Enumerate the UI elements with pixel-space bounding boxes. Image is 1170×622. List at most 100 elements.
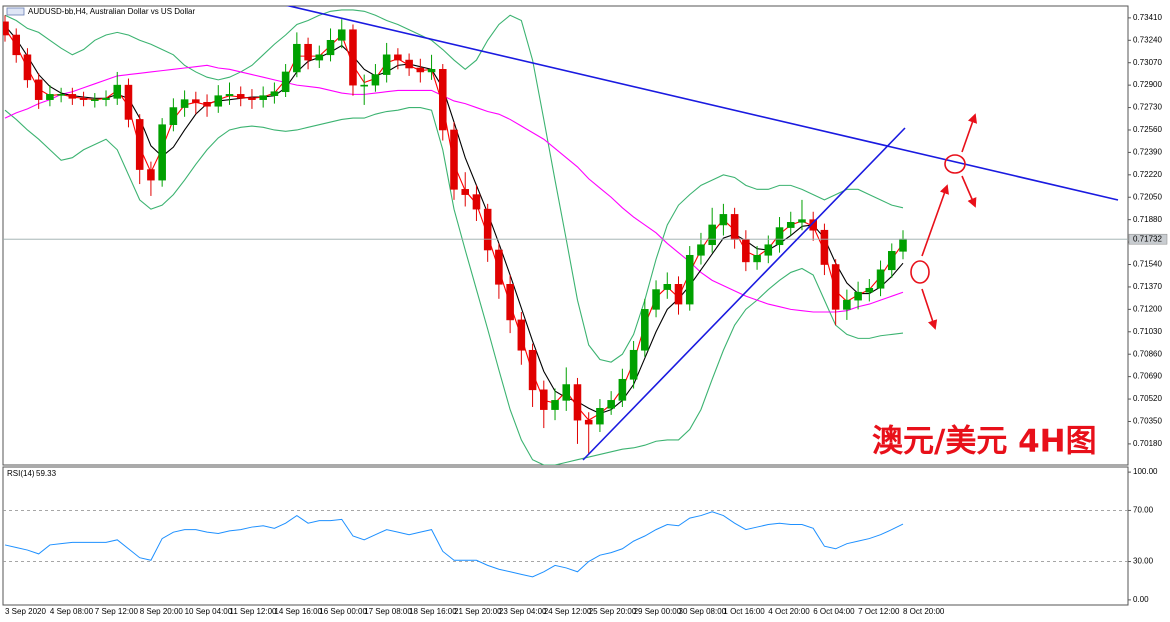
candle-body — [495, 249, 503, 285]
y-tick-label: 0.71880 — [1133, 215, 1162, 224]
x-tick-label: 8 Oct 20:00 — [903, 607, 945, 616]
rsi-title: RSI(14) — [7, 469, 35, 478]
candle-body — [203, 101, 211, 107]
series-line — [4, 107, 904, 465]
resistance-trendline — [285, 6, 1119, 201]
y-tick-label: 0.71200 — [1133, 304, 1162, 313]
x-tick-label: 11 Sep 12:00 — [230, 607, 278, 616]
candle-body — [540, 389, 548, 410]
y-tick-label: 100.00 — [1133, 467, 1158, 476]
candle-body — [461, 189, 470, 195]
candle-body — [416, 67, 425, 73]
candle-body — [730, 214, 739, 240]
x-tick-label: 30 Sep 08:00 — [679, 607, 727, 616]
y-tick-label: 0.71030 — [1133, 327, 1162, 336]
candle-body — [618, 378, 627, 401]
x-tick-label: 4 Sep 08:00 — [50, 607, 94, 616]
x-tick-label: 6 Oct 04:00 — [813, 607, 855, 616]
y-tick-label: 0.00 — [1133, 595, 1149, 604]
circle-marker — [944, 154, 966, 174]
y-tick-label: 0.73070 — [1133, 58, 1162, 67]
candle-body — [12, 34, 21, 56]
candle-body — [248, 98, 256, 100]
candle-body — [192, 99, 200, 103]
y-tick-label: 0.70860 — [1133, 349, 1162, 358]
y-tick-label: 0.70520 — [1133, 394, 1162, 403]
candle-body — [23, 54, 32, 81]
candle-body — [79, 98, 88, 100]
candle-body — [337, 29, 346, 41]
candle-body — [708, 224, 716, 246]
x-tick-label: 23 Sep 04:00 — [499, 607, 547, 616]
candle-body — [394, 54, 402, 61]
candle-body — [3, 21, 9, 36]
main-frame — [2, 5, 1129, 466]
candle-body — [573, 384, 582, 421]
candle-body — [46, 94, 54, 100]
candle-body — [91, 99, 99, 101]
candle-body — [214, 95, 223, 107]
candle-body — [180, 99, 189, 108]
candle-body — [876, 269, 885, 289]
x-tick-label: 7 Sep 12:00 — [95, 607, 139, 616]
candle-body — [753, 254, 761, 263]
candle-body — [326, 39, 335, 56]
y-tick-label: 0.72050 — [1133, 192, 1162, 201]
candle-body — [371, 74, 380, 86]
candle-body — [629, 349, 638, 380]
candle-body — [786, 222, 795, 228]
candle-body — [764, 244, 773, 256]
candle-body — [270, 91, 279, 96]
candle-body — [596, 407, 604, 425]
arrow — [961, 175, 977, 208]
candle-body — [562, 384, 571, 401]
candle-body — [34, 79, 43, 100]
x-tick-label: 17 Sep 08:00 — [364, 607, 412, 616]
x-tick-label: 29 Sep 00:00 — [634, 607, 682, 616]
candle-body — [225, 94, 234, 96]
candle-body — [641, 309, 649, 351]
candle-body — [887, 251, 896, 271]
x-tick-label: 16 Sep 00:00 — [319, 607, 367, 616]
candle-body — [865, 287, 874, 293]
candle-body — [405, 59, 413, 69]
x-tick-label: 8 Sep 20:00 — [140, 607, 184, 616]
x-tick-label: 24 Sep 12:00 — [544, 607, 592, 616]
x-tick-label: 3 Sep 2020 — [5, 607, 46, 616]
rsi-last-value: 59.33 — [36, 469, 57, 478]
candle-body — [427, 69, 436, 73]
candle-body — [281, 71, 290, 93]
x-tick-label: 7 Oct 12:00 — [858, 607, 900, 616]
y-tick-label: 0.72390 — [1133, 148, 1162, 157]
y-tick-label: 0.71370 — [1133, 282, 1162, 291]
candle-body — [135, 119, 144, 170]
last-price-label: 0.71732 — [1133, 234, 1162, 243]
y-tick-label: 0.72560 — [1133, 125, 1162, 134]
y-tick-label: 0.72900 — [1133, 80, 1162, 89]
candle-body — [854, 291, 862, 301]
y-tick-label: 30.00 — [1133, 557, 1154, 566]
y-tick-label: 0.70350 — [1133, 417, 1162, 426]
series-line — [4, 9, 904, 363]
circle-marker — [910, 260, 930, 284]
candle-body — [831, 264, 840, 310]
arrow — [921, 184, 949, 257]
arrow — [961, 113, 977, 153]
support-trendline — [582, 127, 906, 461]
candle-body — [517, 319, 526, 351]
candle-body — [382, 54, 391, 75]
candle-body — [506, 284, 514, 321]
candle-body — [528, 349, 537, 391]
symbol-icon — [6, 7, 25, 16]
y-tick-label: 0.72220 — [1133, 170, 1162, 179]
y-tick-label: 0.73240 — [1133, 35, 1162, 44]
x-tick-label: 18 Sep 16:00 — [409, 607, 457, 616]
candle-body — [483, 208, 492, 251]
x-tick-label: 1 Oct 16:00 — [723, 607, 765, 616]
y-tick-label: 0.73410 — [1133, 13, 1162, 22]
candle-body — [304, 43, 312, 61]
candle-body — [652, 289, 660, 310]
candle-body — [147, 169, 155, 181]
y-tick-label: 0.71540 — [1133, 260, 1162, 269]
